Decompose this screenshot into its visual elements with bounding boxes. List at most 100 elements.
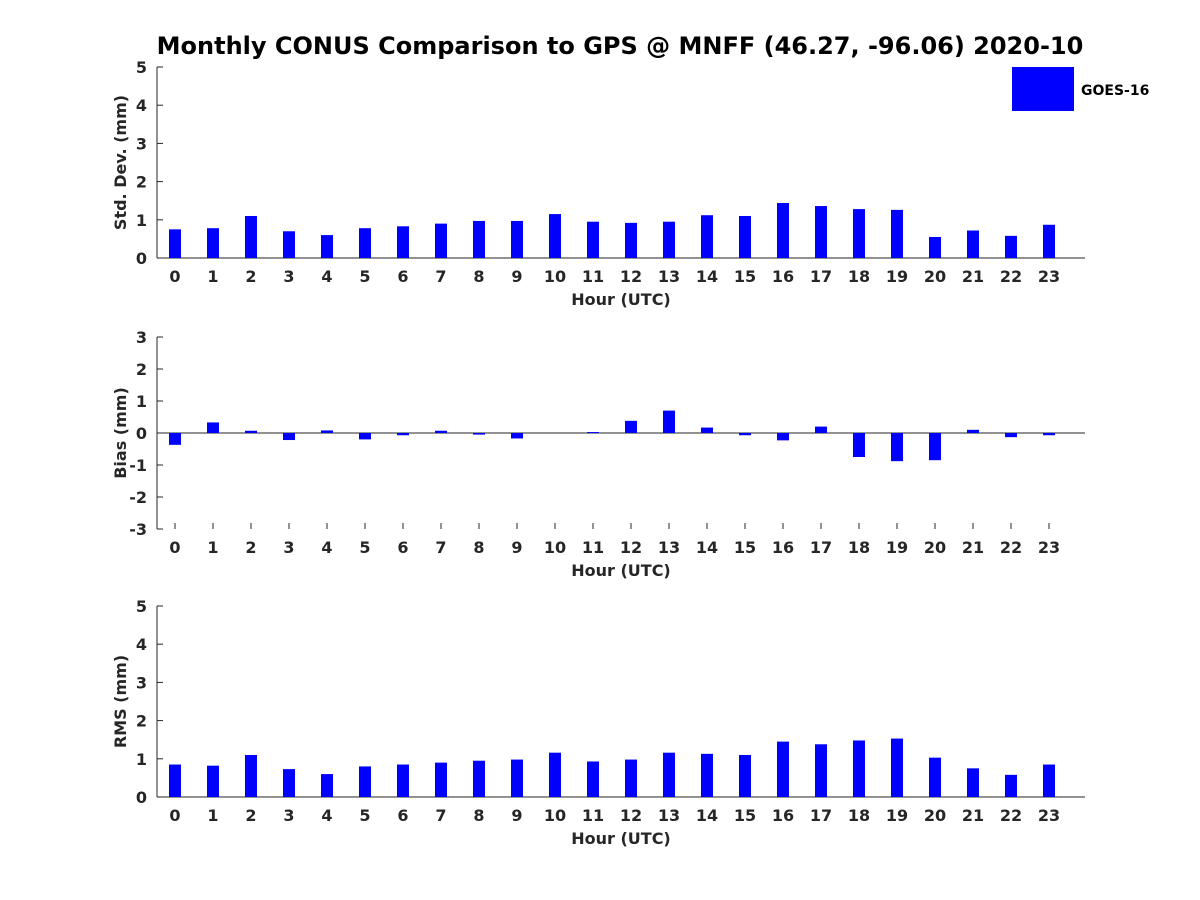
x-tick-label: 2 xyxy=(245,538,256,557)
bar xyxy=(587,221,599,258)
bar xyxy=(777,202,789,258)
x-tick-label: 6 xyxy=(397,538,408,557)
bar xyxy=(359,766,371,797)
y-tick-label: 4 xyxy=(136,96,147,115)
y-tick-label: 0 xyxy=(136,788,147,807)
x-tick-label: 11 xyxy=(582,806,604,825)
x-tick-label: 5 xyxy=(359,806,370,825)
bar xyxy=(549,752,561,797)
bar xyxy=(169,764,181,797)
bar xyxy=(473,220,485,258)
y-tick-label: 0 xyxy=(136,424,147,443)
bar xyxy=(473,760,485,797)
x-tick-label: 21 xyxy=(962,538,984,557)
bar xyxy=(815,744,827,797)
bar xyxy=(511,433,523,439)
x-tick-label: 10 xyxy=(544,806,566,825)
bar xyxy=(1005,774,1017,797)
y-tick-label: 4 xyxy=(136,635,147,654)
x-tick-label: 16 xyxy=(772,806,794,825)
bar xyxy=(663,410,675,433)
x-tick-label: 22 xyxy=(1000,267,1022,286)
x-tick-label: 20 xyxy=(924,538,946,557)
x-tick-label: 2 xyxy=(245,806,256,825)
x-tick-label: 12 xyxy=(620,267,642,286)
bar xyxy=(929,433,941,461)
x-tick-label: 23 xyxy=(1038,806,1060,825)
y-tick-label: 5 xyxy=(136,597,147,616)
x-tick-label: 4 xyxy=(321,538,332,557)
legend-label: GOES-16 xyxy=(1081,83,1149,99)
bar xyxy=(587,432,599,433)
bar xyxy=(245,430,257,433)
bar xyxy=(207,228,219,258)
bar xyxy=(967,768,979,797)
y-tick-label: 2 xyxy=(136,173,147,192)
x-tick-label: 20 xyxy=(924,806,946,825)
bar xyxy=(929,757,941,797)
bar xyxy=(853,740,865,797)
bar xyxy=(777,433,789,441)
y-tick-label: 3 xyxy=(136,673,147,692)
x-tick-label: 8 xyxy=(473,806,484,825)
x-tick-label: 5 xyxy=(359,267,370,286)
x-tick-label: 21 xyxy=(962,806,984,825)
x-tick-label: 0 xyxy=(169,806,180,825)
bar xyxy=(207,422,219,433)
y-tick-label: 5 xyxy=(136,58,147,77)
bar xyxy=(853,209,865,258)
x-tick-label: 18 xyxy=(848,538,870,557)
bar xyxy=(625,759,637,797)
x-tick-label: 0 xyxy=(169,538,180,557)
x-tick-label: 15 xyxy=(734,538,756,557)
x-tick-label: 10 xyxy=(544,267,566,286)
x-tick-label: 23 xyxy=(1038,538,1060,557)
bar xyxy=(169,433,181,445)
x-tick-label: 17 xyxy=(810,538,832,557)
x-tick-label: 15 xyxy=(734,267,756,286)
x-tick-label: 5 xyxy=(359,538,370,557)
bar xyxy=(967,429,979,433)
x-tick-label: 15 xyxy=(734,806,756,825)
bar xyxy=(435,762,447,797)
x-tick-label: 11 xyxy=(582,538,604,557)
bar xyxy=(473,433,485,435)
bar xyxy=(625,222,637,258)
bar xyxy=(739,215,751,258)
y-tick-label: 1 xyxy=(136,750,147,769)
bar xyxy=(625,420,637,433)
x-tick-label: 4 xyxy=(321,267,332,286)
x-tick-label: 13 xyxy=(658,806,680,825)
bar xyxy=(815,426,827,433)
x-tick-label: 19 xyxy=(886,267,908,286)
x-tick-label: 19 xyxy=(886,806,908,825)
bar xyxy=(511,759,523,797)
x-tick-label: 9 xyxy=(511,538,522,557)
bar xyxy=(853,433,865,457)
x-axis-label: Hour (UTC) xyxy=(571,561,671,580)
y-tick-label: 1 xyxy=(136,392,147,411)
bar xyxy=(1043,224,1055,258)
x-tick-label: 9 xyxy=(511,267,522,286)
bar xyxy=(891,433,903,462)
x-tick-label: 12 xyxy=(620,538,642,557)
y-tick-label: -1 xyxy=(129,456,147,475)
bar xyxy=(169,229,181,258)
bar xyxy=(701,753,713,797)
x-tick-label: 3 xyxy=(283,806,294,825)
x-axis-label: Hour (UTC) xyxy=(571,829,671,848)
bar xyxy=(283,769,295,797)
y-tick-label: -2 xyxy=(129,488,147,507)
x-tick-label: 2 xyxy=(245,267,256,286)
bar xyxy=(207,765,219,797)
x-tick-label: 1 xyxy=(207,267,218,286)
x-tick-label: 22 xyxy=(1000,806,1022,825)
bar xyxy=(1043,764,1055,797)
x-tick-label: 14 xyxy=(696,267,718,286)
bar xyxy=(397,226,409,258)
bar xyxy=(891,738,903,797)
legend-swatch xyxy=(1012,67,1074,111)
